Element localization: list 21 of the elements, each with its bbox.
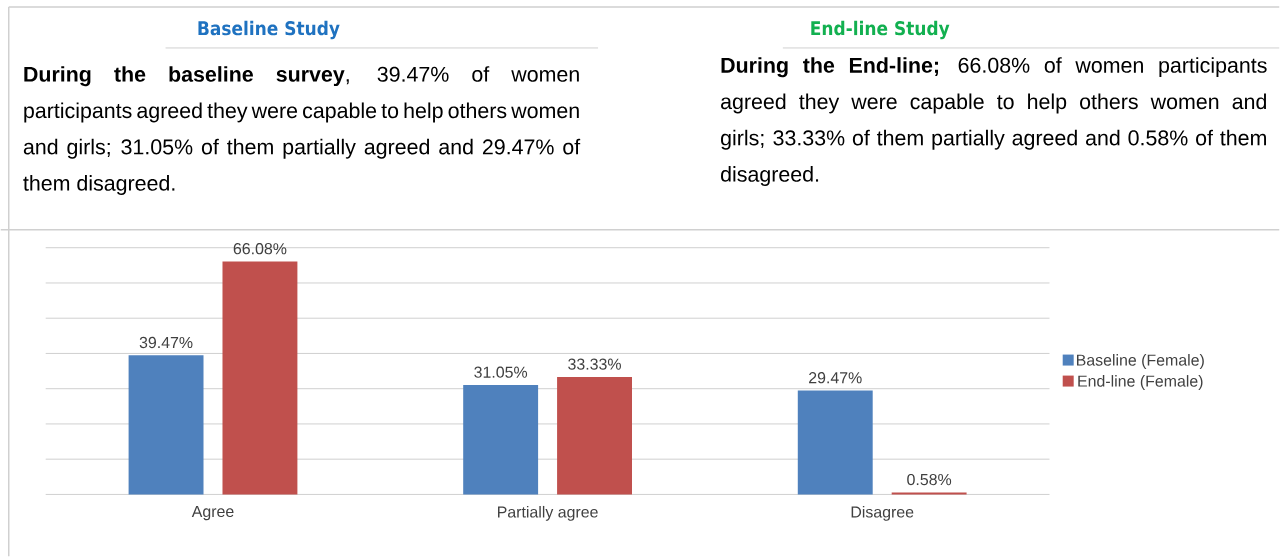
text: Baseline Study: [198, 20, 340, 40]
bar: [797, 390, 873, 495]
data-label: 0.58%: [907, 473, 952, 486]
legend-label: End-line (Female): [1078, 375, 1203, 390]
data-label: 31.05%: [474, 366, 528, 378]
bar: [222, 261, 298, 495]
bar: [463, 384, 539, 495]
x-tick-label: Agree: [191, 505, 234, 521]
text: During the baseline survey, 39.47% of women participants agreed they were capable to help others women and girls; 31.05% of them partially agreed and 29.47% of them disagreed.: [23, 66, 581, 195]
text: End-line Study: [811, 20, 950, 40]
legend-label: Baseline (Female): [1076, 354, 1204, 369]
x-tick-label: Disagree: [851, 505, 914, 521]
data-label: 39.47%: [139, 336, 193, 349]
x-tick-label: Partially agree: [498, 505, 598, 521]
bar: [128, 355, 204, 495]
bar: [557, 376, 632, 495]
data-label: 66.08%: [233, 243, 287, 255]
bar: [891, 492, 967, 495]
data-label: 33.33%: [568, 358, 621, 370]
data-label: 29.47%: [809, 372, 862, 384]
text: During the End-line; 66.08% of women participants agreed they were capable to help others women and girls; 33.33% of them partially agreed and 0.58% of them disagreed.: [721, 57, 1267, 186]
